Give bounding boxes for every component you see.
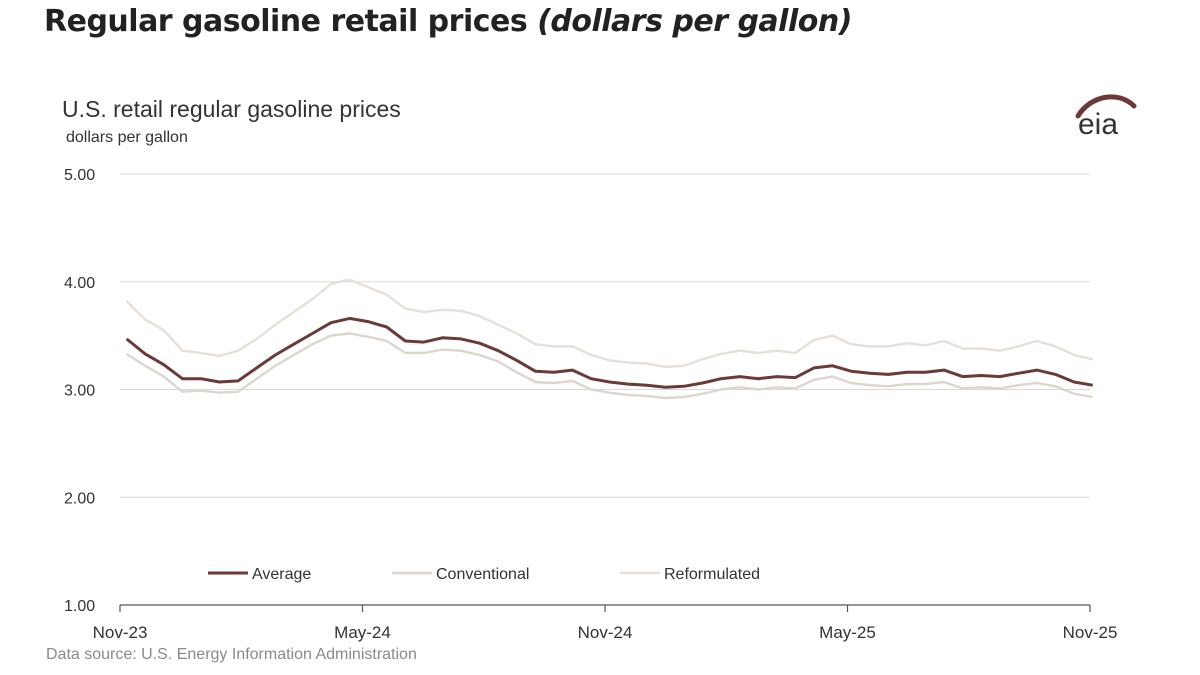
page-title-unit: (dollars per gallon) <box>537 4 852 39</box>
legend-label-reformulated: Reformulated <box>664 566 760 583</box>
y-tick-label: 3.00 <box>64 383 95 400</box>
page-title-main: Regular gasoline retail prices <box>44 4 528 39</box>
legend-label-conventional: Conventional <box>436 566 529 583</box>
y-unit-label: dollars per gallon <box>66 129 188 146</box>
x-tick-label: Nov-25 <box>1063 623 1118 642</box>
y-tick-label: 5.00 <box>64 167 95 184</box>
x-tick-label: May-24 <box>334 623 391 642</box>
eia-logo: eia <box>1075 94 1137 138</box>
x-tick-label: May-25 <box>819 623 876 642</box>
series-line-average <box>125 316 1093 389</box>
series-line-conventional <box>125 332 1093 400</box>
series-line-reformulated <box>125 278 1093 369</box>
x-tick-label: Nov-24 <box>578 623 633 642</box>
page-title: Regular gasoline retail prices (dollars … <box>44 4 852 39</box>
legend-label-average: Average <box>252 566 311 583</box>
y-tick-label: 4.00 <box>64 275 95 292</box>
data-source: Data source: U.S. Energy Information Adm… <box>46 646 417 663</box>
eia-logo-text: eia <box>1078 108 1118 138</box>
x-tick-label: Nov-23 <box>93 623 148 642</box>
y-tick-label: 1.00 <box>64 598 95 615</box>
y-tick-label: 2.00 <box>64 490 95 507</box>
chart-title: U.S. retail regular gasoline prices <box>62 96 401 122</box>
